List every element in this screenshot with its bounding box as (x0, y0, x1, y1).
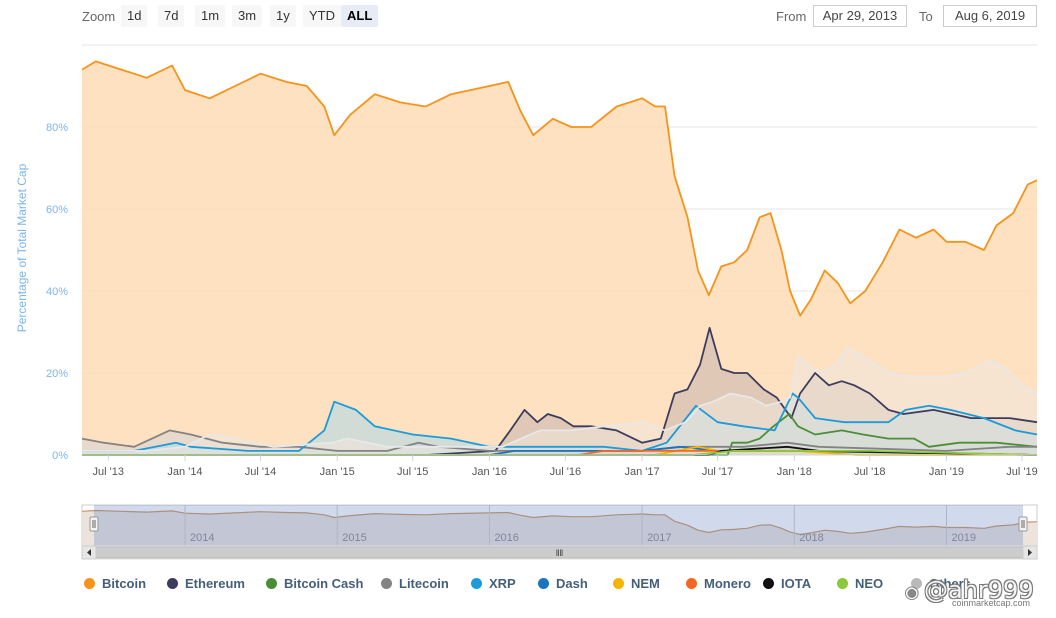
navigator-tick-label: 2015 (342, 532, 366, 544)
legend-marker (686, 577, 697, 589)
legend-marker (167, 577, 178, 589)
navigator-handle-left[interactable] (89, 516, 99, 532)
chart-lines (81, 60, 1038, 456)
range-selector-toolbar: Zoom 1d 7d 1m 3m 1y YTD ALL From Apr 29,… (0, 0, 1056, 34)
legend-label: Ethereum (185, 575, 245, 591)
legend-marker (538, 577, 549, 589)
to-label: To (919, 9, 933, 24)
navigator-tick-label: 2017 (647, 532, 671, 544)
legend-marker (84, 577, 95, 589)
navigator-tick-label: 2018 (799, 532, 823, 544)
legend-item-bitcoin[interactable]: Bitcoin (84, 573, 146, 593)
line-others[interactable] (82, 347, 1038, 452)
legend-marker (763, 577, 774, 589)
arrow-right-icon (1028, 549, 1032, 556)
legend-item-others[interactable]: Others (911, 573, 971, 593)
x-tick-label: Jan '14 (167, 466, 202, 478)
legend-marker (471, 577, 482, 589)
legend-label: Dash (556, 575, 588, 591)
legend-item-neo[interactable]: NEO (837, 573, 883, 593)
scrollbar-grip-icon: ‖‖ (556, 548, 563, 558)
to-date-input[interactable]: Aug 6, 2019 (943, 5, 1037, 27)
legend-marker (911, 577, 922, 589)
legend-label: NEM (631, 575, 660, 591)
arrow-left-icon (87, 549, 91, 556)
x-tick-label: Jul '17 (702, 466, 733, 478)
watermark-site: coinmarketcap.com (952, 598, 1031, 608)
zoom-1y-button[interactable]: 1y (270, 5, 296, 27)
x-tick-label: Jan '19 (929, 466, 964, 478)
navigator-tick-label: 2014 (190, 532, 214, 544)
legend-label: IOTA (781, 575, 812, 591)
x-tick-label: Jan '16 (472, 466, 507, 478)
legend-marker (837, 577, 848, 589)
legend-item-iota[interactable]: IOTA (763, 573, 811, 593)
legend-item-dash[interactable]: Dash (538, 573, 588, 593)
x-tick-label: Jul '19 (1006, 466, 1037, 478)
zoom-3m-button[interactable]: 3m (232, 5, 263, 27)
navigator-area (82, 510, 1037, 546)
market-dominance-chart: 0% 20% 40% 60% 80% Jul '13 Jan '14 Jul '14 Jan … (15, 44, 1038, 560)
navigator-handle-right[interactable] (1018, 516, 1028, 532)
x-tick-label: Jul '14 (245, 466, 276, 478)
line-xrp[interactable] (82, 392, 1038, 452)
navigator-line (81, 509, 1038, 536)
x-axis-ticks: Jul '13 Jan '14 Jul '14 Jan '15 Jul '15 Jan '… (93, 455, 1038, 478)
navigator-selection[interactable] (94, 505, 1023, 546)
x-tick-label: Jul '16 (550, 466, 581, 478)
y-tick-label: 60% (46, 204, 68, 216)
x-tick-label: Jul '18 (854, 466, 885, 478)
y-tick-label: 40% (46, 286, 68, 298)
x-tick-label: Jul '15 (397, 466, 428, 478)
legend-label: Bitcoin Cash (284, 575, 364, 591)
legend-label: Others (929, 575, 971, 591)
zoom-1m-button[interactable]: 1m (195, 5, 226, 27)
x-tick-label: Jan '15 (320, 466, 355, 478)
zoom-1d-button[interactable]: 1d (121, 5, 148, 27)
area-others (82, 348, 1037, 455)
line-bitcoin[interactable] (81, 60, 1038, 317)
chart-areas (82, 61, 1037, 456)
x-tick-label: Jul '13 (93, 466, 124, 478)
legend-label: XRP (489, 575, 516, 591)
zoom-ytd-button[interactable]: YTD (303, 5, 341, 27)
legend-label: NEO (855, 575, 884, 591)
legend-item-ethereum[interactable]: Ethereum (167, 573, 245, 593)
x-tick-label: Jan '17 (625, 466, 660, 478)
legend-marker (381, 577, 392, 589)
line-ethereum[interactable] (82, 327, 1038, 456)
chart-legend: Bitcoin Ethereum Bitcoin Cash Litecoin XRP Da… (84, 573, 1054, 593)
line-bitcoin-cash[interactable] (82, 413, 1038, 456)
y-axis-ticks: 0% 20% 40% 60% 80% (46, 122, 68, 462)
navigator-tick-label: 2016 (494, 532, 518, 544)
legend-item-monero[interactable]: Monero (686, 573, 751, 593)
legend-marker (613, 577, 624, 589)
zoom-label: Zoom (82, 9, 116, 24)
legend-label: Monero (704, 575, 751, 591)
y-tick-label: 80% (46, 122, 68, 134)
zoom-7d-button[interactable]: 7d (158, 5, 185, 27)
legend-marker (266, 577, 277, 589)
y-tick-label: 0% (52, 450, 68, 462)
navigator[interactable]: 2014 2015 2016 2017 2018 2019 (81, 504, 1038, 547)
y-tick-label: 20% (46, 368, 68, 380)
legend-item-bitcoin-cash[interactable]: Bitcoin Cash (266, 573, 363, 593)
legend-item-litecoin[interactable]: Litecoin (381, 573, 449, 593)
legend-item-nem[interactable]: NEM (613, 573, 660, 593)
navigator-tick-label: 2019 (952, 532, 976, 544)
zoom-all-button[interactable]: ALL (341, 5, 379, 27)
y-axis-label: Percentage of Total Market Cap (15, 163, 29, 332)
legend-label: Litecoin (399, 575, 449, 591)
x-tick-label: Jan '18 (777, 466, 812, 478)
from-date-input[interactable]: Apr 29, 2013 (813, 5, 907, 27)
from-label: From (776, 9, 807, 24)
navigator-scrollbar[interactable]: ‖‖ (81, 545, 1038, 560)
legend-label: Bitcoin (102, 575, 147, 591)
legend-item-xrp[interactable]: XRP (471, 573, 516, 593)
